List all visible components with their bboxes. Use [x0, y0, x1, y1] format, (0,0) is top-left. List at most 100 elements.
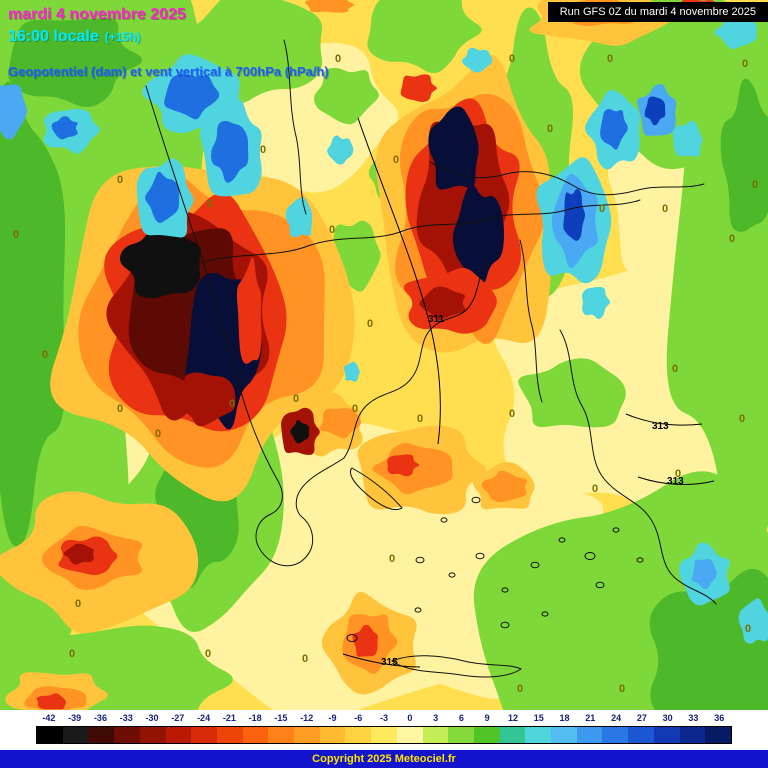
scale-strip: -42 -39 -36 -33 -30 -27 -24 -21 -18 -15 -12 -9 -6 -3 0…	[36, 712, 732, 744]
svg-text:0: 0	[619, 683, 625, 695]
zero-labels: 0 0 0 0 0 0 0 0 0 0 0 0 0 0 0 0 0 0 0 0 0 0 0 0 0 0 0 0 0 0 0 0 0 0 0 0	[13, 53, 758, 695]
scale-swatch	[62, 727, 89, 743]
scale-value: -6	[354, 713, 363, 723]
svg-text:0: 0	[13, 229, 19, 241]
scale-swatch	[628, 727, 654, 743]
svg-text:0: 0	[417, 413, 423, 425]
svg-text:0: 0	[352, 403, 358, 415]
svg-text:0: 0	[509, 408, 515, 420]
svg-text:0: 0	[302, 653, 308, 665]
scale-colorbar	[36, 726, 732, 744]
scale-swatch	[679, 727, 706, 743]
contour-label: 313	[652, 421, 669, 432]
svg-text:0: 0	[229, 398, 235, 410]
scale-swatch	[37, 727, 63, 743]
scale-value: -18	[248, 713, 262, 723]
svg-text:0: 0	[599, 203, 605, 215]
scale-swatch	[216, 727, 243, 743]
scale-value: 27	[636, 713, 647, 723]
scale-value: -27	[171, 713, 185, 723]
svg-text:0: 0	[672, 363, 678, 375]
svg-text:0: 0	[675, 468, 681, 480]
scale-value: 36	[714, 713, 725, 723]
scale-swatch	[525, 727, 552, 743]
scale-swatch	[422, 727, 449, 743]
svg-text:0: 0	[662, 203, 668, 215]
svg-text:0: 0	[205, 648, 211, 660]
map-area: 311 313 313 315 0 0 0 0 0 0 0 0 0 0 0 0 0 0 0 0 0 0 0 0 0 0 0 0 0 0 0 0…	[0, 0, 768, 710]
scale-swatch	[242, 727, 269, 743]
svg-text:0: 0	[260, 144, 266, 156]
scale-swatch	[294, 727, 320, 743]
svg-text:0: 0	[547, 123, 553, 135]
scale-value: -42	[42, 713, 56, 723]
svg-text:0: 0	[742, 58, 748, 70]
scale-value: 15	[533, 713, 544, 723]
contour-label: 311	[428, 314, 445, 325]
svg-text:0: 0	[69, 648, 75, 660]
scale-value: -21	[222, 713, 236, 723]
scale-swatch	[396, 727, 423, 743]
scale-value: 18	[559, 713, 570, 723]
scale-value: 0	[407, 713, 413, 723]
scale-value: -36	[93, 713, 107, 723]
svg-text:0: 0	[367, 318, 373, 330]
scale-value: -30	[145, 713, 159, 723]
svg-text:0: 0	[745, 623, 751, 635]
svg-text:0: 0	[293, 393, 299, 405]
scale-swatch	[602, 727, 629, 743]
svg-text:0: 0	[207, 198, 213, 210]
scale-value: -15	[274, 713, 288, 723]
scale-swatch	[88, 727, 115, 743]
scale-value: 9	[484, 713, 490, 723]
scale-value: 12	[507, 713, 518, 723]
scale-swatch	[319, 727, 346, 743]
scale-swatch	[448, 727, 474, 743]
svg-text:0: 0	[393, 154, 399, 166]
scale-swatch	[345, 727, 372, 743]
scale-value: 33	[688, 713, 699, 723]
scale-swatch	[268, 727, 295, 743]
scale-value: -39	[68, 713, 82, 723]
svg-text:0: 0	[592, 483, 598, 495]
scale-swatch	[165, 727, 192, 743]
weather-map: 311 313 313 315 0 0 0 0 0 0 0 0 0 0 0 0 0 0 0 0 0 0 0 0 0 0 0 0 0 0 0 0…	[0, 0, 768, 710]
scale-value: -33	[119, 713, 133, 723]
svg-text:0: 0	[335, 53, 341, 65]
scale-swatch	[499, 727, 526, 743]
scale-swatch	[576, 727, 603, 743]
scale-value: 21	[585, 713, 596, 723]
svg-text:0: 0	[752, 179, 758, 191]
scale-swatch	[191, 727, 217, 743]
svg-text:0: 0	[117, 403, 123, 415]
svg-text:0: 0	[607, 53, 613, 65]
svg-text:0: 0	[509, 53, 515, 65]
contour-blobs	[0, 0, 768, 710]
svg-text:0: 0	[517, 683, 523, 695]
run-info-box: Run GFS 0Z du mardi 4 novembre 2025	[547, 2, 768, 22]
svg-text:0: 0	[75, 598, 81, 610]
scale-value: -12	[300, 713, 314, 723]
scale-value: 24	[611, 713, 622, 723]
scale-swatch	[473, 727, 500, 743]
svg-text:0: 0	[729, 233, 735, 245]
svg-text:0: 0	[329, 224, 335, 236]
contour-label: 315	[381, 657, 398, 668]
coastlines	[145, 39, 717, 678]
scale-value: 30	[662, 713, 673, 723]
contour-label: 313	[667, 476, 684, 487]
color-scale-legend: -42 -39 -36 -33 -30 -27 -24 -21 -18 -15 -12 -9 -6 -3 0…	[0, 710, 768, 750]
scale-value: 3	[433, 713, 439, 723]
scale-values: -42 -39 -36 -33 -30 -27 -24 -21 -18 -15 -12 -9 -6 -3 0…	[36, 712, 732, 725]
scale-swatch	[371, 727, 397, 743]
scale-swatch	[705, 727, 731, 743]
svg-text:0: 0	[117, 174, 123, 186]
scale-value: -9	[328, 713, 337, 723]
scale-swatch	[551, 727, 577, 743]
svg-text:0: 0	[155, 428, 161, 440]
scale-value: 6	[458, 713, 464, 723]
svg-text:0: 0	[739, 413, 745, 425]
scale-swatch	[653, 727, 680, 743]
geopotential-contours: 311 313 313 315	[342, 117, 715, 668]
